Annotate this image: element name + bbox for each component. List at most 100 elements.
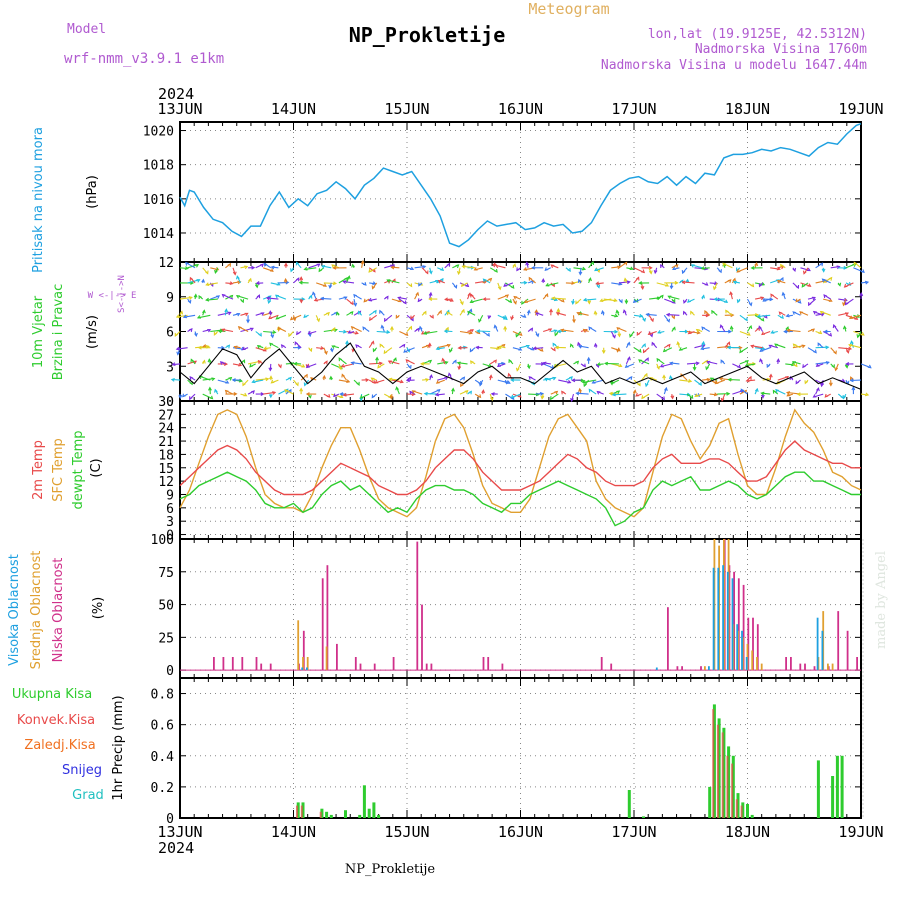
wind-vector <box>787 329 801 333</box>
wind-vector <box>369 362 382 365</box>
wind-vector-head <box>269 268 274 272</box>
pressure-unit: (hPa) <box>85 175 100 209</box>
wind-vector-head <box>669 285 674 290</box>
y-tick-label: 9 <box>166 488 174 503</box>
wind-vector-head <box>570 398 574 403</box>
wind-vector-head <box>410 315 414 320</box>
wind-vector-head <box>786 328 791 333</box>
wind-vector-head <box>843 283 848 288</box>
wind-vector <box>583 298 597 301</box>
day-label: 19JUN <box>838 823 883 841</box>
wind-vector-head <box>768 344 773 349</box>
wind-vector-head <box>704 282 709 286</box>
wind-vector-head <box>837 282 842 287</box>
wind-vector-head <box>383 317 388 322</box>
wind-vector-head <box>207 358 212 363</box>
wind-vector-head <box>246 319 250 324</box>
panel-frame <box>179 677 862 819</box>
cloud-label-mid: Srednja Oblacnost <box>29 551 44 670</box>
wind-vector-head <box>201 278 206 283</box>
wind-vector-head <box>515 333 520 338</box>
wind-vector-head <box>615 348 620 353</box>
wind-vector-head <box>578 387 582 392</box>
wind-vector-head <box>475 345 480 350</box>
wind-vector-head <box>678 347 683 351</box>
cloud-bar <box>241 657 244 671</box>
wind-vector-head <box>493 359 497 364</box>
cloud-bar <box>373 663 376 671</box>
wind-vector-head <box>524 299 528 304</box>
wind-vector-head <box>613 298 618 303</box>
wind-vector-head <box>665 312 671 317</box>
wind-vector-head <box>713 392 719 397</box>
wind-vector-head <box>525 261 530 266</box>
wind-vector-head <box>544 267 549 271</box>
wind-vector-head <box>628 376 633 380</box>
wind-vector-head <box>864 392 870 397</box>
wind-vector-head <box>467 310 472 315</box>
precip-bar <box>816 760 820 818</box>
wind-vector <box>278 281 289 284</box>
day-labels-top: 13JUN 14JUN 15JUN 16JUN 17JUN 18JUN 19JUN <box>157 100 883 118</box>
wind-vector <box>612 393 627 396</box>
wind-vector-head <box>378 361 384 366</box>
wind-vector-head <box>722 262 727 267</box>
wind-vector-head <box>211 377 216 381</box>
wind-vector-head <box>316 263 321 268</box>
wind-vector-head <box>435 346 440 351</box>
wind-vector <box>338 379 350 383</box>
wind-vector-head <box>405 359 410 363</box>
wind-vector-head <box>171 362 176 367</box>
year-label-top: 2024 <box>158 85 194 103</box>
cloud-bar <box>301 667 304 671</box>
wind-vector-head <box>807 283 812 287</box>
wind-vector-head <box>640 285 645 291</box>
wind-vector-head <box>748 324 753 330</box>
precip-bar <box>642 816 645 818</box>
altitude-label: Nadmorska Visina 1760m <box>695 42 867 57</box>
wind-vector-head <box>656 357 661 362</box>
wind-vector-head <box>428 359 433 364</box>
wind-vector-head <box>725 309 729 314</box>
wind-vector-head <box>503 325 508 330</box>
wind-vector-head <box>601 350 606 355</box>
wind-vector-head <box>688 378 693 383</box>
wind-vector-head <box>600 309 605 315</box>
wind-vector-head <box>423 331 428 335</box>
wind-vector-head <box>637 348 642 353</box>
wind-vector-head <box>555 312 560 316</box>
day-labels-bottom: 13JUN 14JUN 15JUN 16JUN 17JUN 18JUN 19JUN <box>157 823 883 841</box>
wind-vector-head <box>849 378 854 383</box>
wind-vector-head <box>487 315 492 320</box>
wind-vector-head <box>828 276 833 281</box>
cloud-bar <box>731 578 734 671</box>
wind-vector-head <box>812 394 817 398</box>
wind-vector-head <box>581 379 586 384</box>
wind-vector-head <box>422 265 427 269</box>
wind-vector-head <box>726 341 731 346</box>
wind-vector-head <box>641 269 646 274</box>
wind-vector-head <box>593 310 598 315</box>
wind-vector-head <box>488 277 493 282</box>
y-tick-label: 12 <box>158 256 174 271</box>
wind-vector-head <box>429 270 433 275</box>
cloud-bar <box>501 663 504 671</box>
wind-vector-head <box>554 332 558 337</box>
wind-vector-head <box>695 361 700 366</box>
wind-vector-head <box>446 311 451 316</box>
wind-vector-head <box>461 376 466 381</box>
wind-vector-head <box>213 331 218 336</box>
wind-vector-head <box>554 390 559 395</box>
wind-vector-head <box>441 357 446 362</box>
wind-vector-head <box>401 343 406 348</box>
wind-vector-head <box>823 294 828 299</box>
wind-vector-head <box>270 379 275 384</box>
wind-vector-head <box>370 340 375 345</box>
dewpt-line <box>179 471 861 527</box>
wind-vector-head <box>817 342 821 347</box>
cloud-bar <box>837 611 840 671</box>
wind-vector-head <box>719 324 724 329</box>
wind-vector-head <box>665 283 670 287</box>
precip-bar <box>296 805 298 818</box>
wind-vector-head <box>844 301 849 306</box>
